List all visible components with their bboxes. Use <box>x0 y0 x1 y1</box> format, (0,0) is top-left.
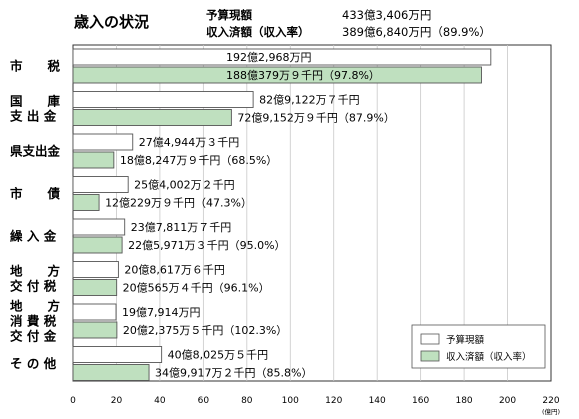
bar-budget <box>72 48 492 66</box>
category-label: 消 費 税 <box>10 314 57 329</box>
data-label-budget: 23億7,811万７千円 <box>131 221 232 234</box>
bar-budget <box>72 218 126 236</box>
received-total-value: 389億6,840万円（89.9%） <box>342 25 491 39</box>
bar-received <box>72 194 100 211</box>
x-tick-label: 0 <box>70 396 76 406</box>
category-label: 支 出 金 <box>9 109 57 124</box>
data-label-received: 72億9,152万９千円（87.9%） <box>237 112 394 125</box>
x-unit-label: (億円) <box>542 407 560 416</box>
bars: 192億2,968万円 188億379万９千円（97.8%） 82億9,122万７千… <box>72 48 492 381</box>
bar-budget <box>72 346 163 363</box>
bar-received <box>72 109 232 126</box>
data-label-received: 18億8,247万９千円（68.5%） <box>120 154 277 167</box>
x-tick-label: 200 <box>499 396 516 406</box>
bar-budget <box>72 91 254 108</box>
category-label: 国 庫 <box>10 94 61 109</box>
legend-label-received: 収入済額（収入率） <box>446 351 532 363</box>
bar-received <box>72 364 150 381</box>
legend-swatch-budget <box>420 333 440 345</box>
x-tick-label: 100 <box>282 396 299 406</box>
data-label-received: 22億5,971万３千円（95.0%） <box>128 239 285 252</box>
received-total-label: 収入済額（収入率） <box>206 25 310 39</box>
category-label: 県支出金 <box>10 144 61 159</box>
x-tick-label: 80 <box>241 396 253 406</box>
legend-swatch-received <box>420 350 440 362</box>
data-label-budget: 192億2,968万円 <box>226 51 312 64</box>
data-label-budget: 25億4,002万２千円 <box>134 179 235 192</box>
category-label: 交 付 金 <box>10 329 57 344</box>
x-tick-label: 140 <box>369 396 386 406</box>
x-tick-label: 160 <box>412 396 429 406</box>
category-label: 地 方 <box>10 264 60 279</box>
chart-title: 歳入の状況 <box>74 13 149 31</box>
category-label: 地 方 <box>10 299 60 314</box>
data-label-received: 188億379万９千円（97.8%） <box>226 69 380 82</box>
data-label-budget: 20億8,617万６千円 <box>124 264 225 277</box>
data-label-budget: 27億4,944万３千円 <box>139 136 240 149</box>
bar-budget <box>72 303 117 321</box>
x-tick-label: 180 <box>455 396 472 406</box>
category-label: 市 税 <box>10 59 61 74</box>
bar-received <box>72 236 123 254</box>
bar-budget <box>72 261 119 278</box>
x-tick-label: 220 <box>542 396 559 406</box>
bar-received <box>72 279 118 296</box>
legend: 予算現額 収入済額（収入率） <box>411 324 546 369</box>
bar-received <box>72 151 115 169</box>
bar-received <box>72 321 118 339</box>
x-tick-label: 20 <box>111 396 123 406</box>
category-label: そ の 他 <box>10 356 57 371</box>
data-label-budget: 40億8,025万５千円 <box>168 349 269 362</box>
budget-total-label: 予算現額 <box>206 8 252 22</box>
bar-received <box>72 66 482 84</box>
bar-budget <box>72 133 134 151</box>
x-tick-label: 40 <box>154 396 166 406</box>
data-label-received: 20億565万４千円（96.1%） <box>123 282 270 295</box>
budget-total-value: 433億3,406万円 <box>342 8 431 22</box>
category-label: 市 債 <box>10 186 61 201</box>
x-tick-labels: 0 20 40 60 80 100 120 140 160 180 200 220 <box>70 396 560 406</box>
data-label-received: 12億229万９千円（47.3%） <box>105 197 252 210</box>
data-label-budget: 82億9,122万７千円 <box>259 94 360 107</box>
x-tick-label: 60 <box>198 396 210 406</box>
data-label-received: 34億9,917万２千円（85.8%） <box>155 367 312 380</box>
data-label-received: 20億2,375万５千円（102.3%） <box>123 324 287 337</box>
bar-budget <box>72 176 129 193</box>
category-label: 繰 入 金 <box>10 229 57 244</box>
data-label-budget: 19億7,914万円 <box>122 306 200 319</box>
category-label: 交 付 税 <box>10 279 57 294</box>
x-tick-label: 120 <box>325 396 342 406</box>
legend-label-budget: 予算現額 <box>446 334 485 346</box>
